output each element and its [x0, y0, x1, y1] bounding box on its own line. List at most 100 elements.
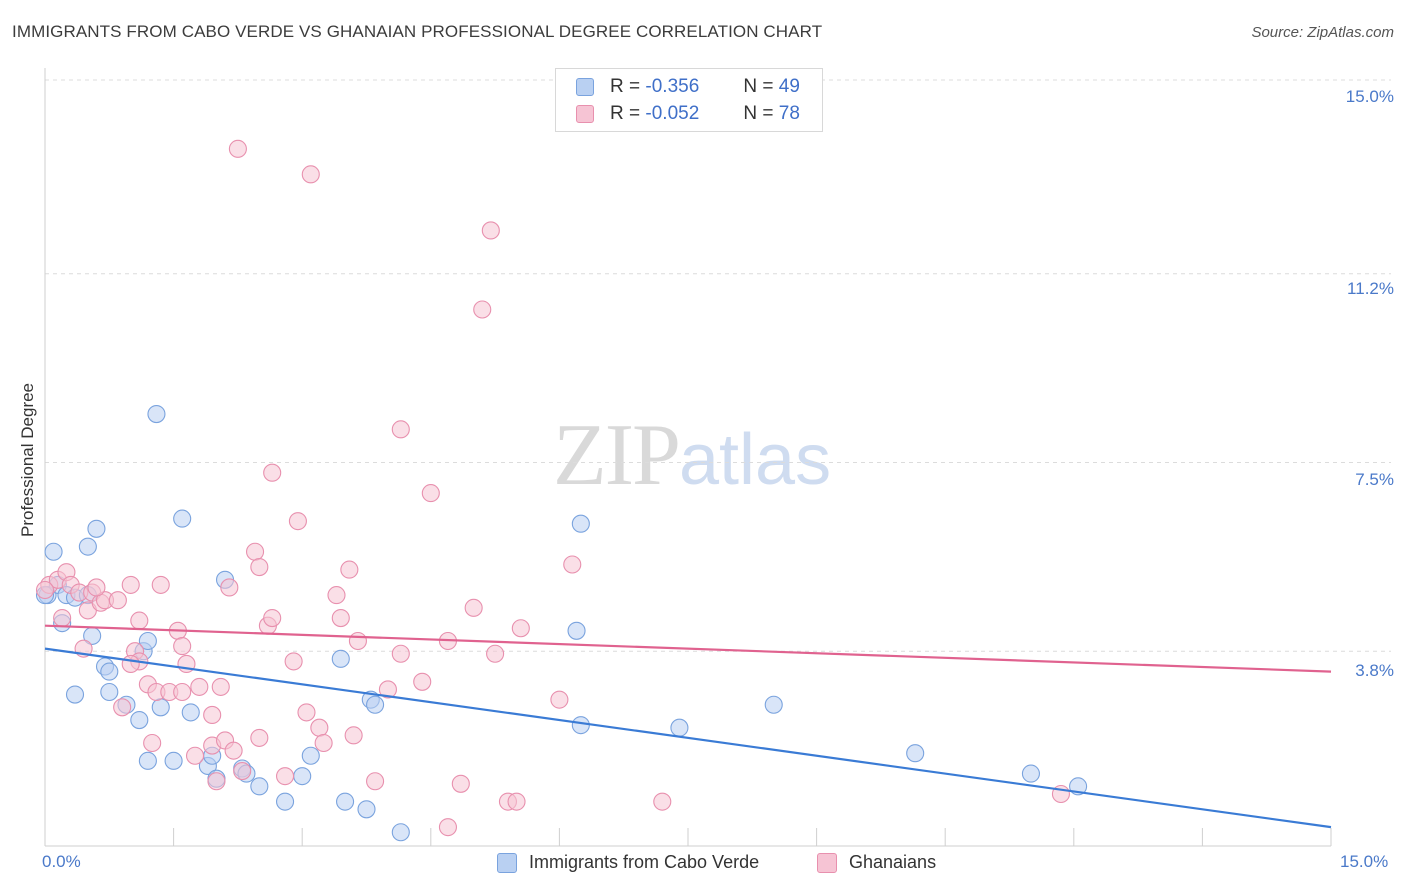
data-point	[567, 621, 586, 640]
data-point	[138, 751, 157, 770]
x-tick-label: 0.0%	[42, 852, 81, 871]
data-point	[653, 792, 672, 811]
data-point	[224, 741, 243, 760]
data-point	[391, 823, 410, 842]
data-point	[100, 662, 119, 681]
data-point	[147, 404, 166, 424]
data-point	[164, 751, 183, 770]
data-point	[121, 575, 140, 594]
watermark-zip: ZIP	[553, 407, 681, 504]
data-point	[473, 300, 492, 319]
data-point	[357, 800, 376, 819]
data-point	[481, 221, 500, 240]
y-tick-label: 11.2%	[1347, 279, 1394, 298]
data-point	[211, 677, 230, 696]
data-point	[228, 139, 247, 158]
data-point	[173, 682, 192, 702]
data-point	[233, 761, 252, 781]
data-point	[340, 560, 359, 579]
data-point	[906, 744, 925, 763]
data-point	[53, 608, 72, 628]
data-point	[100, 682, 119, 702]
data-point	[391, 420, 410, 439]
data-point	[310, 718, 329, 737]
legend-r-label: R =	[610, 103, 641, 124]
trend-line	[44, 647, 1332, 829]
data-point	[151, 698, 170, 717]
y-tick-label: 15.0%	[1345, 87, 1394, 106]
data-point	[571, 716, 590, 735]
legend-swatch-blue	[576, 78, 594, 96]
x-tick-label: 15.0%	[1340, 852, 1389, 871]
data-point	[263, 608, 282, 628]
data-point	[203, 705, 222, 725]
data-point	[87, 519, 106, 538]
legend-n-label: N =	[743, 103, 774, 124]
legend-item-label: Immigrants from Cabo Verde	[529, 852, 760, 872]
data-point	[173, 509, 192, 528]
series-legend: Immigrants from Cabo Verde Ghanaians	[0, 852, 1406, 878]
data-point	[314, 733, 333, 753]
y-tick-label: 7.5%	[1355, 470, 1394, 489]
data-point	[348, 631, 367, 651]
data-point	[35, 580, 55, 600]
data-point	[143, 733, 162, 753]
data-point	[284, 652, 303, 671]
trend-line	[44, 624, 1332, 673]
data-point	[571, 514, 590, 533]
data-point	[366, 772, 385, 791]
data-point	[65, 685, 85, 704]
data-point	[670, 718, 689, 737]
data-point	[301, 746, 320, 765]
data-point	[108, 591, 127, 610]
legend-r-label: R =	[610, 76, 641, 97]
legend-r-value: -0.052	[645, 103, 700, 124]
data-point	[366, 695, 385, 714]
legend-swatch-pink	[817, 852, 837, 873]
data-point	[451, 774, 470, 793]
data-point	[87, 578, 106, 597]
watermark-atlas: atlas	[679, 420, 832, 500]
y-tick-label: 3.8%	[1355, 661, 1394, 680]
data-point	[130, 611, 149, 630]
data-point	[78, 537, 97, 556]
data-point	[391, 644, 410, 663]
trend-lines	[44, 624, 1332, 829]
data-point	[464, 598, 483, 617]
data-point	[550, 690, 569, 709]
data-point	[507, 792, 526, 811]
data-point	[344, 726, 363, 745]
data-point	[250, 777, 269, 796]
data-point	[185, 746, 205, 765]
data-point	[1021, 764, 1040, 783]
data-point	[250, 557, 269, 577]
data-point	[486, 644, 505, 663]
legend-item-ghanaians: Ghanaians	[817, 852, 936, 873]
data-point	[121, 654, 140, 674]
legend-swatch-blue	[497, 852, 517, 873]
data-point	[331, 649, 350, 668]
data-point	[250, 728, 269, 747]
legend-n-value: 78	[778, 103, 800, 124]
data-point	[336, 792, 355, 811]
data-point	[173, 637, 192, 656]
data-point	[378, 680, 397, 699]
series-ghanaians-points	[35, 139, 1070, 837]
data-point	[190, 677, 209, 696]
data-point	[276, 767, 295, 786]
grid-lines	[45, 79, 1391, 652]
data-point	[764, 695, 783, 714]
data-point	[563, 555, 582, 574]
legend-row-cabo-verde: R = -0.356 N = 49	[576, 75, 800, 99]
chart-title: IMMIGRANTS FROM CABO VERDE VS GHANAIAN P…	[12, 22, 823, 41]
legend-swatch-pink	[576, 105, 594, 123]
watermark: ZIPatlas	[553, 405, 831, 506]
data-point	[293, 767, 312, 786]
data-point	[181, 703, 200, 722]
data-point	[276, 792, 295, 811]
legend-row-ghanaians: R = -0.052 N = 78	[576, 102, 800, 126]
data-point	[245, 542, 265, 561]
legend-n-value: 49	[778, 76, 800, 97]
legend-n-label: N =	[743, 76, 774, 97]
